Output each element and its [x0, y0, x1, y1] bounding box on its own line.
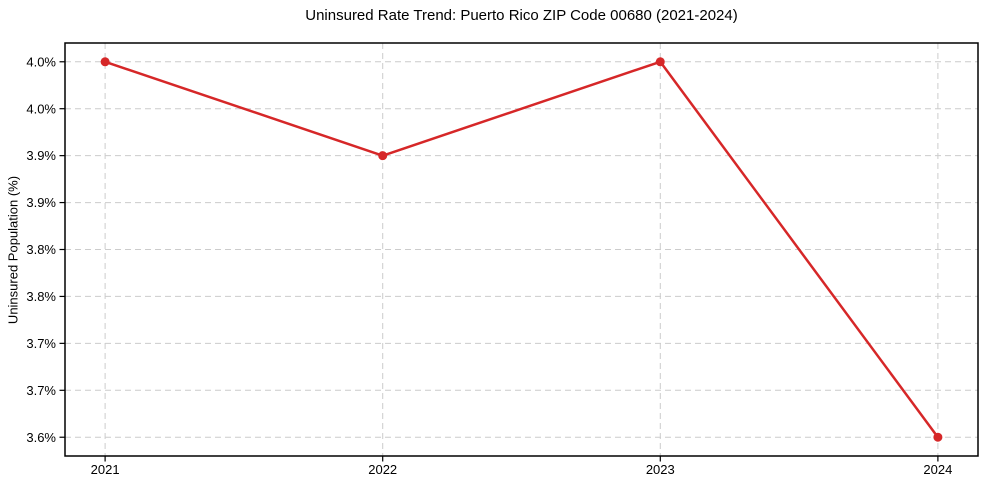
x-tick-label: 2021 [91, 462, 120, 477]
data-point-2021 [100, 57, 110, 67]
x-tick-label: 2023 [646, 462, 675, 477]
plot-border [64, 42, 979, 457]
y-tick-label: 3.6% [26, 430, 56, 445]
y-tick-label: 3.7% [26, 383, 56, 398]
y-tick-label: 3.7% [26, 336, 56, 351]
y-tick-label: 4.0% [26, 54, 56, 69]
x-tick-label: 2022 [368, 462, 397, 477]
data-point-2023 [655, 57, 665, 67]
data-point-2024 [933, 432, 943, 442]
y-tick-label: 4.0% [26, 101, 56, 116]
y-tick-label: 3.9% [26, 148, 56, 163]
x-tick-label: 2024 [923, 462, 952, 477]
y-tick-label: 3.9% [26, 195, 56, 210]
y-tick-label: 3.8% [26, 242, 56, 257]
chart-title: Uninsured Rate Trend: Puerto Rico ZIP Co… [305, 7, 738, 24]
y-tick-label: 3.8% [26, 289, 56, 304]
trend-line [103, 60, 940, 439]
data-point-2022 [378, 151, 388, 161]
